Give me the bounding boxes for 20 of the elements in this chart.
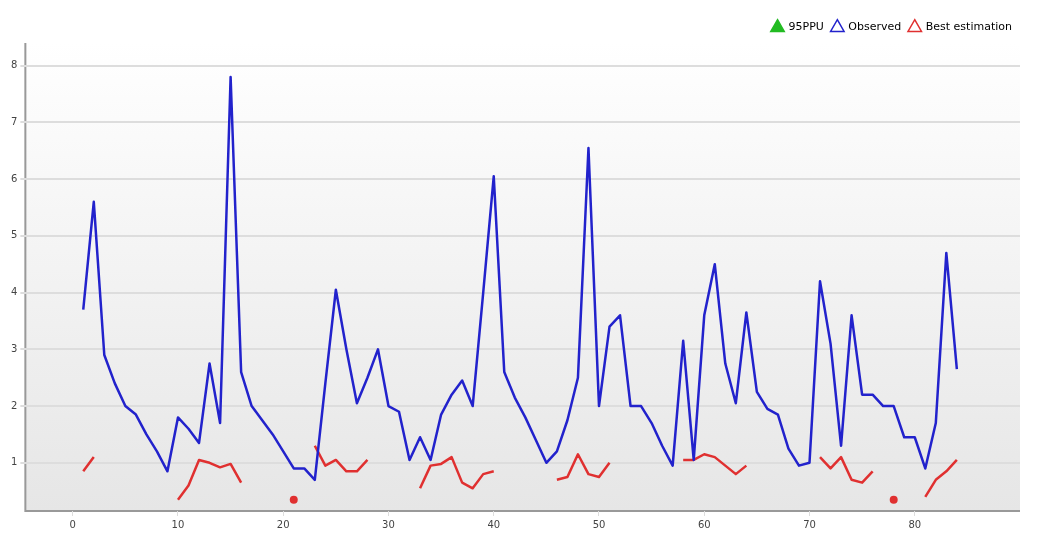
x-tick-label: 20 xyxy=(276,518,290,530)
x-tick-label: 30 xyxy=(382,518,395,530)
x-tick-label: 60 xyxy=(697,518,711,530)
x-tick-label: 10 xyxy=(171,518,185,530)
y-tick-label: 2 xyxy=(10,399,18,411)
legend-label: 95PPU xyxy=(788,20,824,34)
legend-label: Best estimation xyxy=(925,20,1013,34)
x-tick-label: 50 xyxy=(592,518,606,530)
x-tick-label: 0 xyxy=(69,518,76,530)
x-tick-label: 70 xyxy=(803,518,816,530)
y-tick-label: 7 xyxy=(10,116,18,128)
y-tick-label: 6 xyxy=(10,172,18,184)
legend-label: Observed xyxy=(848,20,902,34)
y-tick-label: 1 xyxy=(10,456,18,468)
y-tick-label: 3 xyxy=(10,342,18,354)
y-tick-label: 4 xyxy=(10,286,18,298)
x-tick-label: 80 xyxy=(908,518,922,530)
y-tick-label: 5 xyxy=(10,229,18,241)
y-tick-label: 8 xyxy=(10,59,18,71)
x-tick-label: 40 xyxy=(487,518,501,530)
